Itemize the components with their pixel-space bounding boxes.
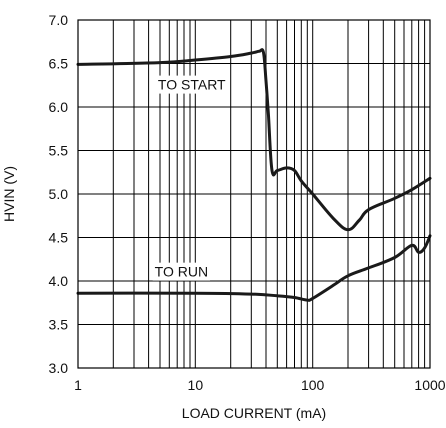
series-layer (76, 48, 432, 302)
series-label-0: TO START (158, 77, 226, 93)
y-tick-label: 5.0 (49, 186, 69, 202)
x-tick-label: 100 (301, 377, 325, 393)
y-tick-label: 4.5 (49, 230, 69, 246)
series-label-1: TO RUN (155, 264, 208, 280)
annotations: TO START TO RUN (152, 75, 229, 281)
series-label-bg (152, 262, 211, 281)
grid (78, 20, 430, 368)
x-tick-label: 10 (188, 377, 204, 393)
y-tick-label: 6.5 (49, 56, 69, 72)
x-tick-label: 1000 (414, 377, 445, 393)
plot-frame (77, 19, 431, 369)
tick-labels: 1 10 100 1000 3.0 3.5 4.0 4.5 5.0 5.5 6.0 6.5 7.0 (49, 12, 446, 393)
y-axis-label: HVIN (V) (1, 166, 17, 222)
x-axis-label: LOAD CURRENT (mA) (182, 405, 326, 421)
series-line-1 (76, 234, 432, 302)
y-tick-label: 3.5 (49, 317, 69, 333)
y-tick-label: 5.5 (49, 143, 69, 159)
y-tick-label: 6.0 (49, 99, 69, 115)
series-label-bg (155, 75, 229, 94)
y-tick-label: 7.0 (49, 12, 69, 28)
y-tick-label: 4.0 (49, 273, 69, 289)
x-tick-label: 1 (74, 377, 82, 393)
y-tick-label: 3.0 (49, 360, 69, 376)
series-line-0 (76, 48, 432, 232)
